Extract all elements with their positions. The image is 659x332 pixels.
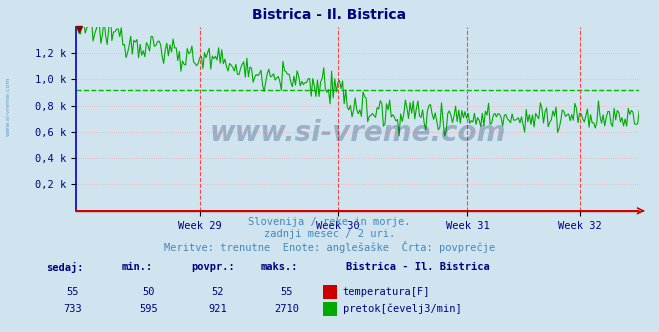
Text: 595: 595 xyxy=(139,304,158,314)
Text: 50: 50 xyxy=(142,287,154,297)
Text: 55: 55 xyxy=(67,287,78,297)
Text: Bistrica - Il. Bistrica: Bistrica - Il. Bistrica xyxy=(252,8,407,22)
Text: 55: 55 xyxy=(281,287,293,297)
Text: www.si-vreme.com: www.si-vreme.com xyxy=(210,120,505,147)
Text: 921: 921 xyxy=(208,304,227,314)
Text: maks.:: maks.: xyxy=(260,262,298,272)
Text: 2710: 2710 xyxy=(274,304,299,314)
Text: Meritve: trenutne  Enote: anglešaške  Črta: povprečje: Meritve: trenutne Enote: anglešaške Črta… xyxy=(164,241,495,253)
Text: 52: 52 xyxy=(212,287,223,297)
Text: pretok[čevelj3/min]: pretok[čevelj3/min] xyxy=(343,304,461,314)
Text: min.:: min.: xyxy=(122,262,153,272)
Text: sedaj:: sedaj: xyxy=(46,262,84,273)
Text: Bistrica - Il. Bistrica: Bistrica - Il. Bistrica xyxy=(346,262,490,272)
Text: 733: 733 xyxy=(63,304,82,314)
Text: povpr.:: povpr.: xyxy=(191,262,235,272)
Text: www.si-vreme.com: www.si-vreme.com xyxy=(5,76,11,136)
Text: Slovenija / reke in morje.: Slovenija / reke in morje. xyxy=(248,217,411,227)
Text: zadnji mesec / 2 uri.: zadnji mesec / 2 uri. xyxy=(264,229,395,239)
Text: temperatura[F]: temperatura[F] xyxy=(343,287,430,297)
